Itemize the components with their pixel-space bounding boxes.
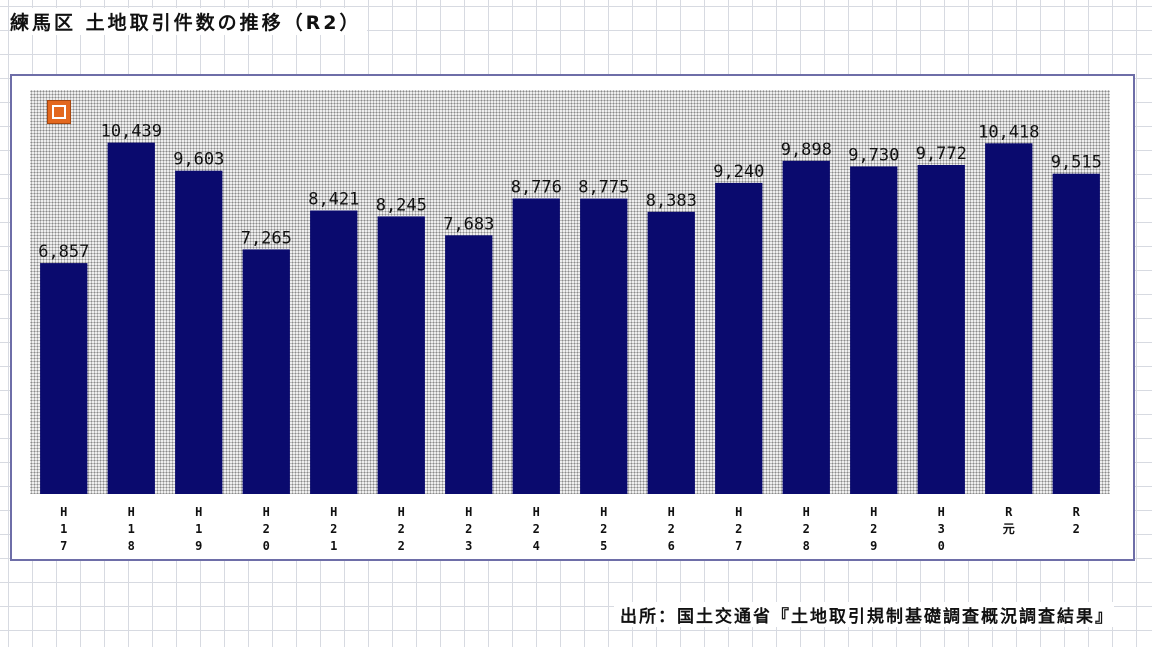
tick-label-H27-1: 2	[735, 522, 742, 536]
data-label-H27: 9,240	[713, 162, 764, 182]
bar-R2	[1052, 173, 1100, 494]
tick-label-H28-1: 2	[803, 522, 810, 536]
tick-label-H17-0: H	[60, 505, 67, 519]
logo-badge-icon	[47, 100, 71, 124]
data-label-H30: 9,772	[916, 144, 967, 164]
tick-label-H22-1: 2	[398, 522, 405, 536]
data-label-H21: 8,421	[308, 190, 359, 210]
tick-label-H27-2: 7	[735, 539, 742, 553]
tick-label-H21-1: 2	[330, 522, 337, 536]
bar-H25	[580, 198, 628, 494]
tick-label-H30-1: 3	[938, 522, 945, 536]
tick-label-H29-0: H	[870, 505, 877, 519]
bar-H30	[917, 165, 965, 494]
tick-label-H26-1: 2	[668, 522, 675, 536]
data-label-H24: 8,776	[511, 178, 562, 198]
tick-label-H30-2: 0	[938, 539, 945, 553]
bar-H17	[40, 263, 88, 494]
bar-H21	[310, 210, 358, 494]
source-note: 出所：国土交通省『土地取引規制基礎調査概況調査結果』	[614, 602, 1114, 627]
data-label-H28: 9,898	[781, 140, 832, 160]
tick-label-H21-2: 1	[330, 539, 337, 553]
tick-label-H19-1: 1	[195, 522, 202, 536]
tick-label-H30-0: H	[938, 505, 945, 519]
data-label-H20: 7,265	[241, 228, 292, 248]
bar-H26	[647, 211, 695, 495]
data-label-H29: 9,730	[848, 145, 899, 165]
tick-label-H23-2: 3	[465, 539, 472, 553]
bar-H20	[242, 249, 290, 494]
bar-H22	[377, 216, 425, 494]
bar-H28	[782, 160, 830, 495]
tick-label-H17-2: 7	[60, 539, 67, 553]
tick-label-H27-0: H	[735, 505, 742, 519]
tick-label-H26-0: H	[668, 505, 675, 519]
tick-label-H19-2: 9	[195, 539, 202, 553]
tick-label-H29-2: 9	[870, 539, 877, 553]
tick-label-H18-2: 8	[128, 539, 135, 553]
tick-label-H23-0: H	[465, 505, 472, 519]
tick-label-H22-0: H	[398, 505, 405, 519]
bar-R元	[985, 143, 1033, 495]
data-label-R元: 10,418	[978, 122, 1039, 142]
tick-label-R元-1: 元	[1003, 522, 1015, 536]
tick-label-H20-0: H	[263, 505, 270, 519]
data-label-H25: 8,775	[578, 178, 629, 198]
tick-label-H24-2: 4	[533, 539, 540, 553]
chart-title: 練馬区 土地取引件数の推移（R2）	[10, 8, 368, 35]
tick-label-H20-1: 2	[263, 522, 270, 536]
bar-H27	[715, 182, 763, 494]
data-label-H26: 8,383	[646, 191, 697, 211]
tick-label-H24-1: 2	[533, 522, 540, 536]
tick-label-H17-1: 1	[60, 522, 67, 536]
tick-label-H24-0: H	[533, 505, 540, 519]
tick-label-H19-0: H	[195, 505, 202, 519]
tick-label-H29-1: 2	[870, 522, 877, 536]
tick-label-H28-0: H	[803, 505, 810, 519]
tick-label-H25-2: 5	[600, 539, 607, 553]
tick-label-R元-0: R	[1005, 505, 1013, 519]
tick-label-H28-2: 8	[803, 539, 810, 553]
tick-label-H25-1: 2	[600, 522, 607, 536]
bar-H24	[512, 198, 560, 494]
tick-label-H26-2: 6	[668, 539, 675, 553]
data-label-H19: 9,603	[173, 150, 224, 170]
data-label-H18: 10,439	[101, 122, 162, 142]
bar-H19	[175, 170, 223, 494]
tick-label-H18-1: 1	[128, 522, 135, 536]
tick-label-R2-0: R	[1073, 505, 1081, 519]
tick-label-H18-0: H	[128, 505, 135, 519]
data-label-H17: 6,857	[38, 242, 89, 262]
data-label-H22: 8,245	[376, 195, 427, 215]
tick-label-R2-1: 2	[1073, 522, 1080, 536]
tick-label-H20-2: 0	[263, 539, 270, 553]
bar-H23	[445, 235, 493, 495]
data-label-R2: 9,515	[1051, 153, 1102, 173]
tick-label-H22-2: 2	[398, 539, 405, 553]
tick-label-H23-1: 2	[465, 522, 472, 536]
data-label-H23: 7,683	[443, 214, 494, 234]
tick-label-H21-0: H	[330, 505, 337, 519]
tick-label-H25-0: H	[600, 505, 607, 519]
bar-H18	[107, 142, 155, 494]
bar-H29	[850, 166, 898, 494]
